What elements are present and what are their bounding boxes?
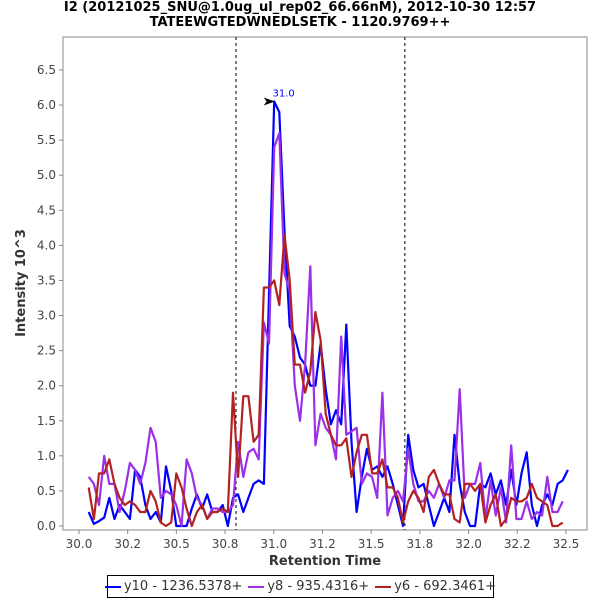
y-tick-label: 1.5 [37,414,56,428]
x-tick-label: 32.0 [455,537,482,551]
x-tick-label: 31.2 [309,537,336,551]
legend-swatch [248,585,265,588]
legend-swatch [104,585,121,588]
x-tick-label: 30.5 [163,537,190,551]
x-tick-label: 30.2 [114,537,141,551]
x-tick-label: 30.0 [66,537,93,551]
peak-label: 31.0 [273,89,295,100]
y-tick-label: 2.0 [37,379,56,393]
x-tick-label: 31.0 [260,537,287,551]
legend-label: y10 - 1236.5378+ [123,579,243,594]
x-tick-label: 32.5 [553,537,580,551]
y-tick-label: 4.5 [37,203,56,217]
y-tick-label: 0.5 [37,484,56,498]
y-tick-label: 0.0 [37,519,56,533]
x-axis-label: Retention Time [269,554,381,569]
y-tick-label: 5.0 [37,168,56,182]
legend-item: y8 - 935.4316+ [248,579,369,594]
y-tick-label: 1.0 [37,449,56,463]
peak-arrow-icon [263,97,275,106]
x-tick-label: 30.8 [212,537,239,551]
y-tick-label: 3.5 [37,273,56,287]
legend-item: y10 - 1236.5378+ [104,579,243,594]
legend-item: y6 - 692.3461+ [375,579,496,594]
legend: y10 - 1236.5378+ y8 - 935.4316+ y6 - 692.3… [104,575,496,598]
legend-label: y8 - 935.4316+ [267,579,370,594]
y-tick-label: 2.5 [37,344,56,358]
x-tick-label: 31.5 [358,537,385,551]
series-line-y6 [87,233,564,528]
legend-swatch [375,585,392,588]
y-tick-label: 6.5 [37,63,56,77]
y-tick-label: 3.0 [37,309,56,323]
y-tick-label: 5.5 [37,133,56,147]
chart-title: I2 (20121025_SNU@1.0ug_ul_rep02_66.66nM)… [63,0,537,15]
plot-area [62,36,588,531]
y-tick-label: 4.0 [37,238,56,252]
y-tick-label: 6.0 [37,98,56,112]
series-line-y10 [87,100,569,528]
y-axis-label: Intensity 10^3 [14,229,29,337]
chart-subtitle: TATEEWGTEDWNEDLSETK - 1120.9769++ [149,15,451,30]
legend-label: y6 - 692.3461+ [394,579,497,594]
x-tick-label: 32.2 [504,537,531,551]
x-tick-label: 31.8 [407,537,434,551]
series-line-y8 [87,132,564,528]
